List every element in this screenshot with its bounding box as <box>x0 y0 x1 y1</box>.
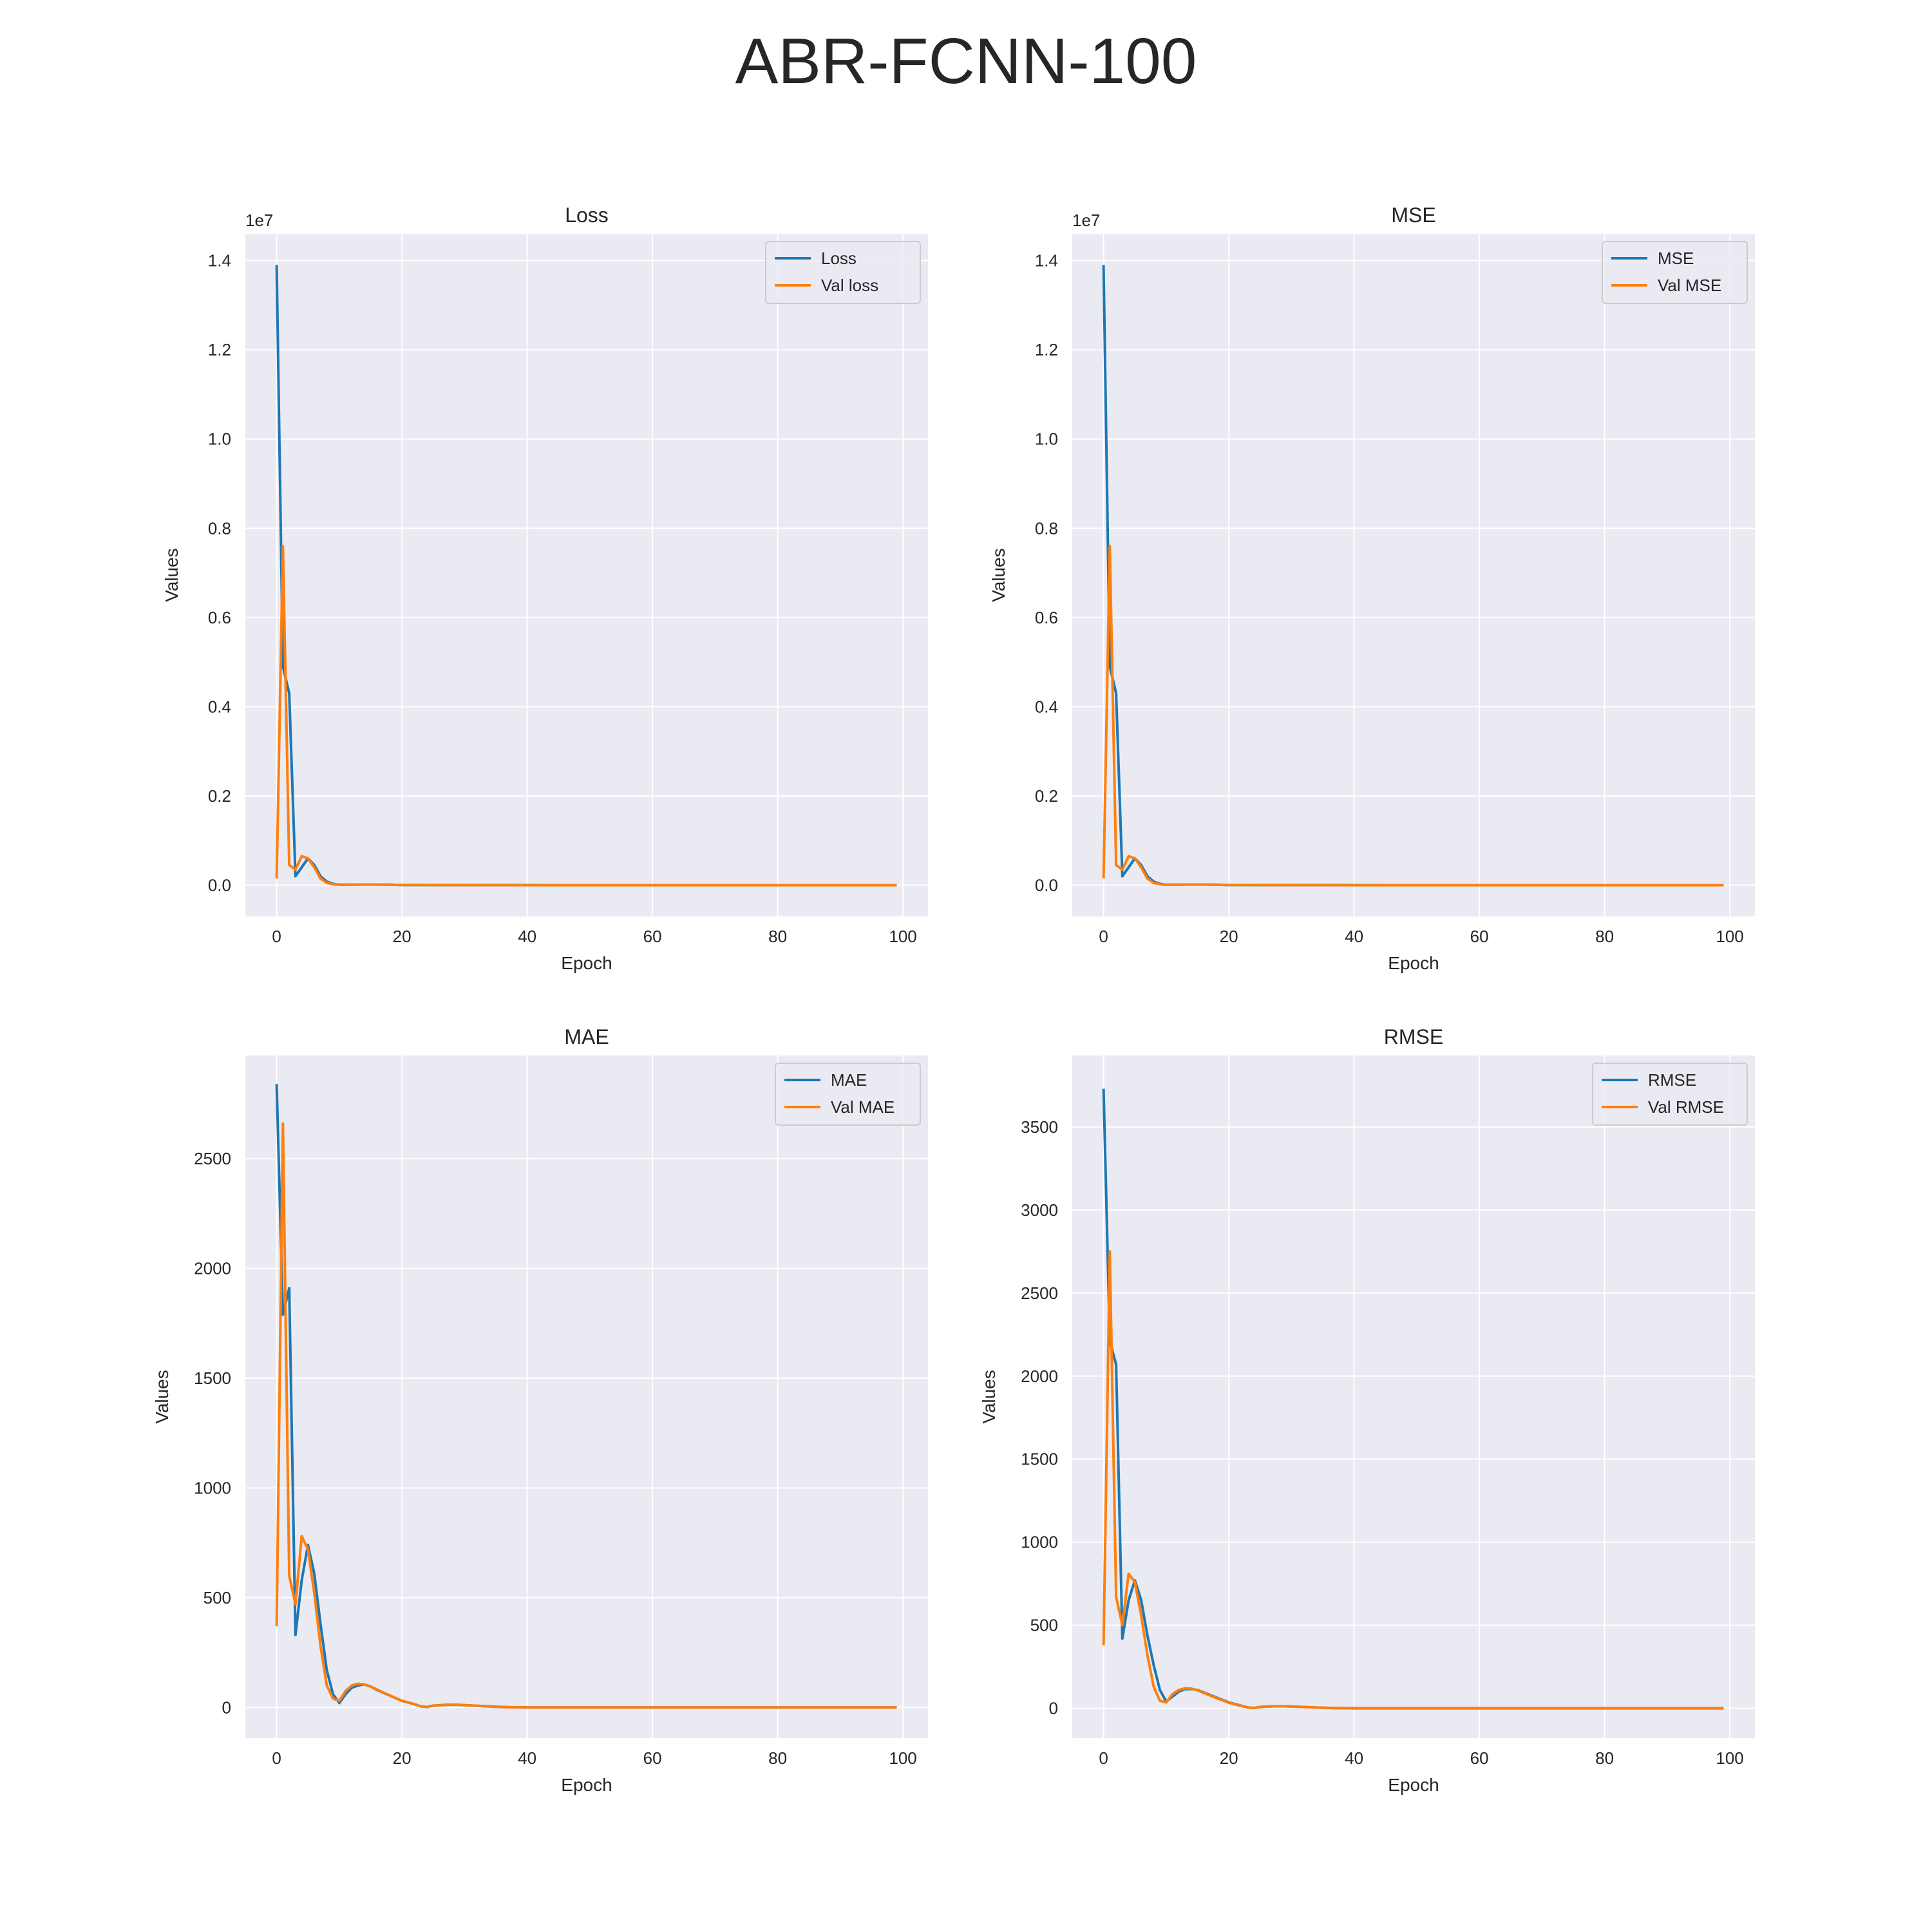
subplot-title: Loss <box>565 204 609 227</box>
x-tick-label: 80 <box>1595 1748 1614 1768</box>
y-axis-label: Values <box>989 548 1009 602</box>
y-tick-label: 1.0 <box>1035 430 1058 449</box>
legend-label: Val RMSE <box>1648 1097 1724 1117</box>
y-tick-label: 0.6 <box>1035 608 1058 627</box>
y-tick-label: 0.8 <box>208 518 231 538</box>
x-tick-label: 0 <box>1099 927 1108 946</box>
legend: RMSE Val RMSE <box>1592 1063 1748 1126</box>
y-tick-label: 2000 <box>1021 1367 1058 1386</box>
plot-area <box>1072 1056 1755 1738</box>
y-tick-label: 500 <box>1030 1616 1058 1635</box>
series-line-val <box>275 1122 897 1709</box>
y-tick-label: 0.8 <box>1035 518 1058 538</box>
y-tick-label: 1000 <box>194 1478 231 1497</box>
legend-label: Val MAE <box>831 1097 895 1117</box>
x-tick-label: 60 <box>1470 927 1489 946</box>
y-tick-label: 1000 <box>1021 1533 1058 1552</box>
y-tick-label: 3000 <box>1021 1200 1058 1220</box>
y-tick-label: 1.4 <box>1035 251 1058 270</box>
x-tick-label: 40 <box>1345 927 1363 946</box>
y-tick-label: 1.2 <box>1035 340 1058 359</box>
x-axis-label: Epoch <box>1388 953 1439 973</box>
x-tick-label: 40 <box>518 927 536 946</box>
series-line-val <box>1102 1250 1724 1710</box>
y-tick-label: 0.6 <box>208 608 231 627</box>
x-tick-label: 100 <box>889 927 916 946</box>
x-tick-label: 100 <box>889 1748 916 1768</box>
series-line-val <box>275 545 897 887</box>
y-tick-label: 0.0 <box>1035 876 1058 895</box>
x-tick-label: 0 <box>272 1748 281 1768</box>
subplot-title: MSE <box>1391 204 1435 227</box>
x-tick-label: 0 <box>272 927 281 946</box>
x-tick-label: 0 <box>1099 1748 1108 1768</box>
legend-label: RMSE <box>1648 1070 1696 1090</box>
y-tick-label: 1.4 <box>208 251 231 270</box>
y-tick-label: 0.4 <box>1035 697 1058 716</box>
subplot-title: MAE <box>564 1025 609 1048</box>
legend-label: Val loss <box>821 276 878 295</box>
legend: MAE Val MAE <box>775 1063 921 1126</box>
x-tick-label: 80 <box>768 927 787 946</box>
y-axis-label: Values <box>979 1370 999 1424</box>
y-tick-label: 2500 <box>194 1149 231 1168</box>
subplot-mae: 0 20 40 60 80 10005001000150020002500MAEEpoch… <box>152 1025 928 1795</box>
figure-title: ABR-FCNN-100 <box>735 25 1197 97</box>
x-tick-label: 80 <box>1595 927 1614 946</box>
y-tick-label: 0.2 <box>208 786 231 806</box>
x-tick-label: 60 <box>643 1748 662 1768</box>
y-tick-label: 0.2 <box>1035 786 1058 806</box>
x-tick-label: 40 <box>1345 1748 1363 1768</box>
subplot-rmse: 0 20 40 60 80 1000500100015002000250030003500… <box>979 1025 1755 1795</box>
y-tick-label: 1500 <box>194 1368 231 1388</box>
y-tick-label: 0 <box>1049 1699 1058 1718</box>
legend-label: MSE <box>1658 249 1694 268</box>
plot-area <box>1072 234 1755 916</box>
x-axis-label: Epoch <box>1388 1775 1439 1795</box>
x-tick-label: 60 <box>643 927 662 946</box>
y-tick-label: 0.0 <box>208 876 231 895</box>
y-tick-label: 1500 <box>1021 1450 1058 1469</box>
legend: MSE Val MSE <box>1602 241 1748 304</box>
x-tick-label: 20 <box>393 927 412 946</box>
y-tick-label: 1.2 <box>208 340 231 359</box>
y-tick-label: 3500 <box>1021 1117 1058 1137</box>
y-tick-label: 500 <box>204 1588 231 1607</box>
legend-label: MAE <box>831 1070 867 1090</box>
subplot-title: RMSE <box>1384 1025 1443 1048</box>
x-tick-label: 20 <box>1220 927 1238 946</box>
y-tick-label: 0.4 <box>208 697 231 716</box>
legend-label: Loss <box>821 249 857 268</box>
y-tick-label: 2500 <box>1021 1283 1058 1303</box>
x-tick-label: 100 <box>1716 927 1743 946</box>
y-offset-label: 1e7 <box>245 211 273 230</box>
plot-area <box>245 234 928 916</box>
series-line-val <box>1102 545 1724 887</box>
x-tick-label: 40 <box>518 1748 536 1768</box>
legend: Loss Val loss <box>765 241 921 304</box>
x-tick-label: 20 <box>393 1748 412 1768</box>
plot-area <box>245 1056 928 1738</box>
x-tick-label: 60 <box>1470 1748 1489 1768</box>
y-tick-label: 0 <box>222 1698 231 1717</box>
y-tick-label: 2000 <box>194 1259 231 1278</box>
y-axis-label: Values <box>152 1370 172 1424</box>
subplot-loss: 0 20 40 60 80 100 0.0 0.2 0.4 0.6 0.8 1.0 1.2 1.4 1e7 L… <box>162 204 928 973</box>
x-tick-label: 20 <box>1220 1748 1238 1768</box>
x-tick-label: 80 <box>768 1748 787 1768</box>
legend-label: Val MSE <box>1658 276 1721 295</box>
x-axis-label: Epoch <box>561 1775 612 1795</box>
subplot-mse: 0 20 40 60 80 100 0.0 0.2 0.4 0.6 0.8 1.0 1.2 1.4 1e7 M… <box>989 204 1755 973</box>
y-offset-label: 1e7 <box>1072 211 1100 230</box>
x-axis-label: Epoch <box>561 953 612 973</box>
y-tick-label: 1.0 <box>208 430 231 449</box>
y-axis-label: Values <box>162 548 182 602</box>
x-tick-label: 100 <box>1716 1748 1743 1768</box>
